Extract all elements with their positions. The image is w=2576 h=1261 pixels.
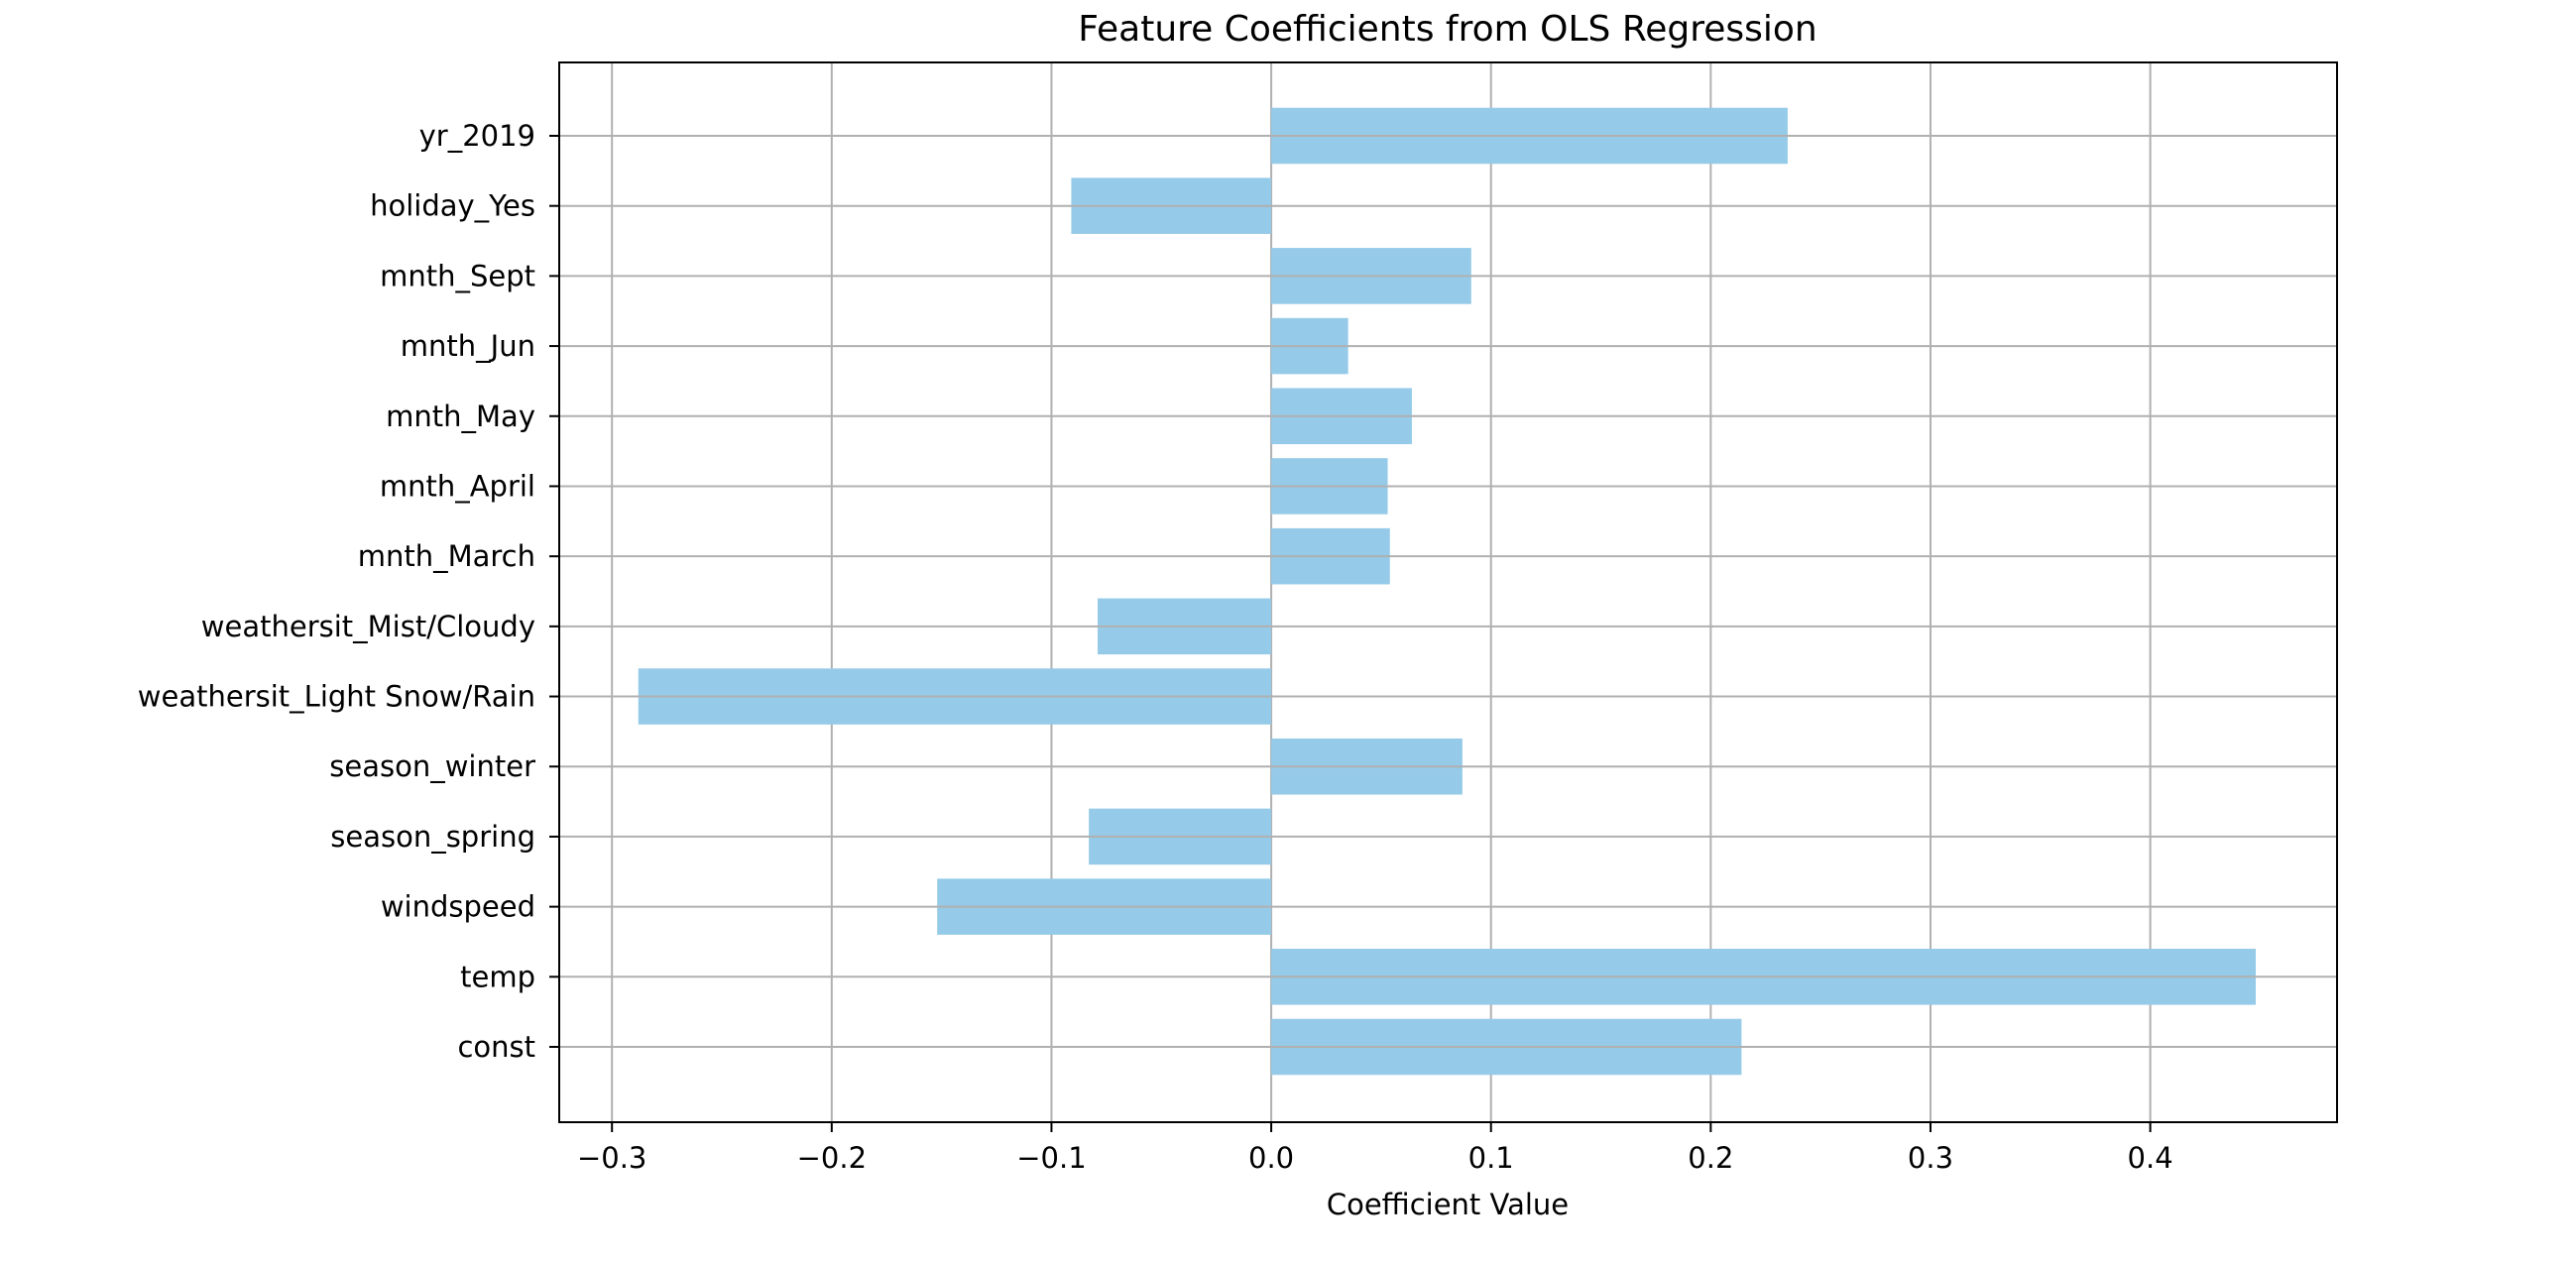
horizontal-grid <box>559 135 2337 1048</box>
x-tick-label: −0.3 <box>577 1141 646 1175</box>
x-tick-label: −0.1 <box>1016 1141 1086 1175</box>
y-tick-label: season_winter <box>329 749 535 783</box>
y-axis: const temp windspeed season_spring season_wi… <box>138 119 559 1064</box>
y-tick-label: mnth_Jun <box>401 329 535 363</box>
y-tick-label: holiday_Yes <box>370 189 535 223</box>
x-tick-label: 0.0 <box>1248 1141 1294 1175</box>
y-tick-label: mnth_Sept <box>380 259 535 292</box>
bars <box>638 107 2256 1076</box>
x-tick-label: 0.4 <box>2128 1141 2173 1175</box>
grid <box>611 62 2152 1122</box>
x-tick-label: 0.2 <box>1688 1141 1733 1175</box>
x-tick-label: −0.2 <box>797 1141 867 1175</box>
x-tick-label: 0.3 <box>1908 1141 1953 1175</box>
chart-title: Feature Coefficients from OLS Regression <box>1078 9 1817 50</box>
y-tick-label: weathersit_Light Snow/Rain <box>138 680 535 714</box>
y-tick-label: yr_2019 <box>419 119 535 153</box>
x-axis-label: Coefficient Value <box>1327 1188 1569 1221</box>
y-tick-label: windspeed <box>381 890 535 924</box>
y-tick-label: const <box>457 1030 535 1064</box>
x-axis: −0.3 −0.2 −0.1 0.0 0.1 0.2 0.3 0.4 <box>577 1122 2173 1175</box>
x-tick-label: 0.1 <box>1468 1141 1514 1175</box>
y-tick-label: mnth_April <box>380 469 535 503</box>
y-tick-label: temp <box>460 960 535 993</box>
plot-frame <box>558 61 2338 1123</box>
y-tick-label: mnth_March <box>358 539 535 573</box>
y-tick-label: season_spring <box>330 820 535 854</box>
y-tick-label: mnth_May <box>386 400 535 433</box>
y-tick-label: weathersit_Mist/Cloudy <box>201 610 535 643</box>
